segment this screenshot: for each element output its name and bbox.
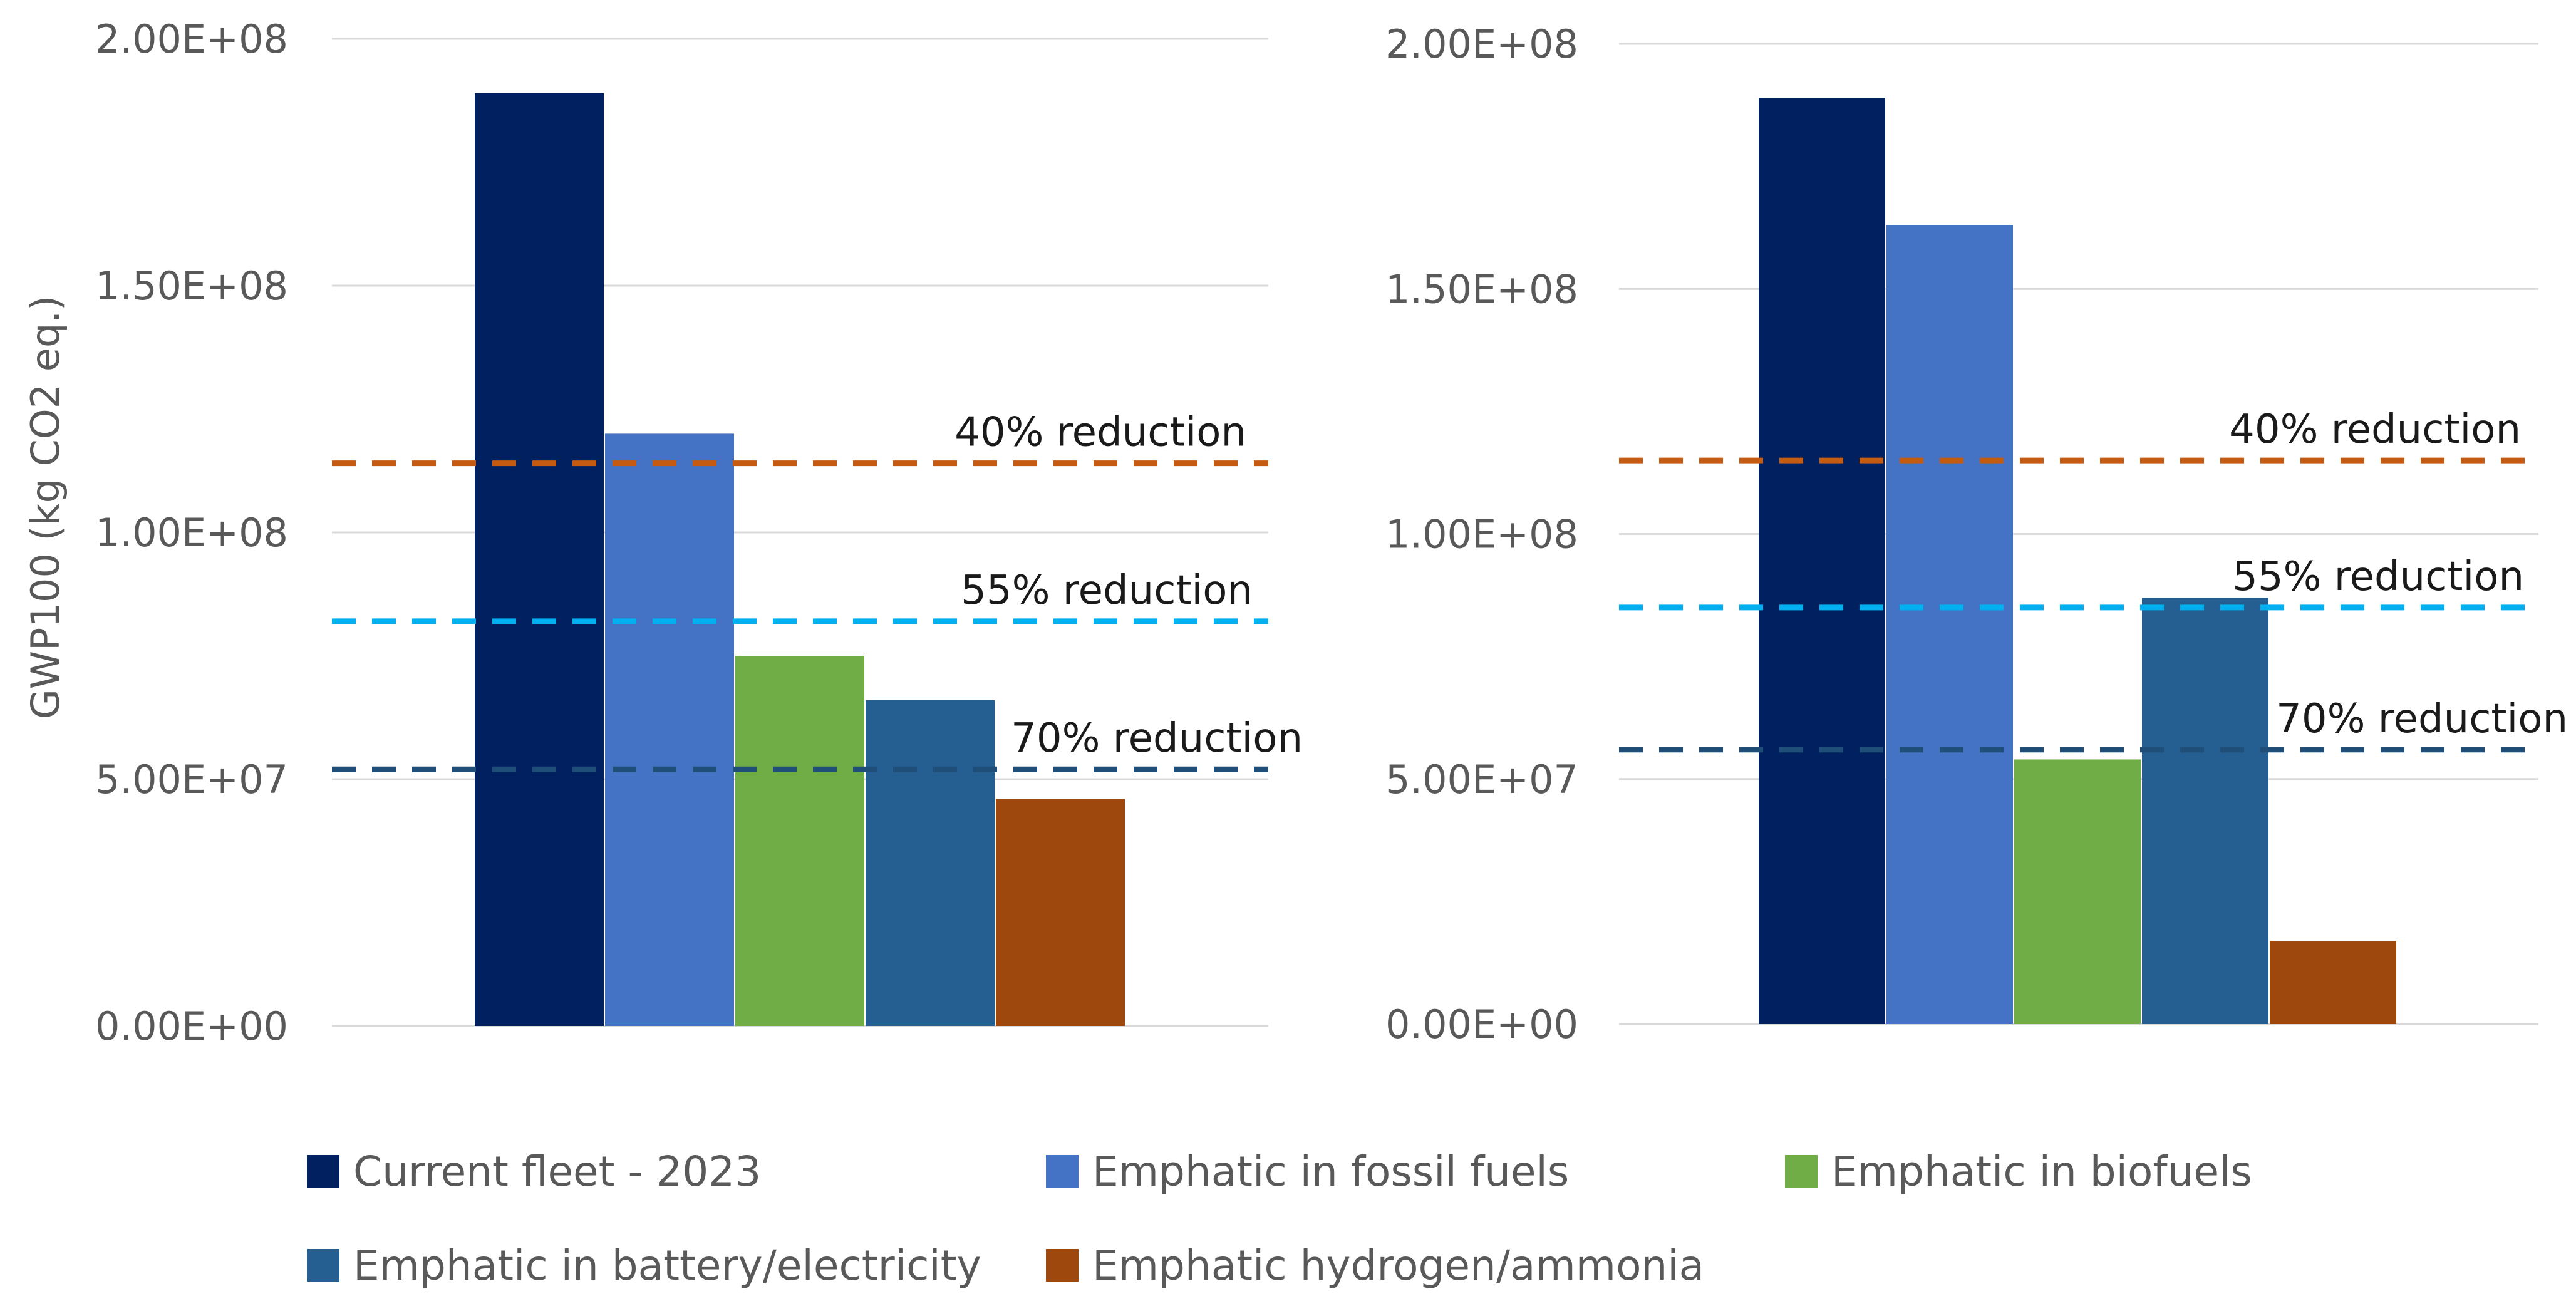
reference-label-40: 40% reduction [954,410,1246,456]
chart-panel-left: 0.00E+00 5.00E+07 1.00E+08 1.50E+08 2.00E+08… [23,16,1303,1049]
reference-label-55: 55% reduction [2232,554,2524,600]
bar-biofuels [2014,759,2141,1024]
reference-label-40: 40% reduction [2229,407,2521,453]
legend-label-battery-electricity: Emphatic in battery/electricity [353,1241,981,1290]
legend-item-battery-electricity: Emphatic in battery/electricity [307,1240,981,1290]
y-tick-label: 0.00E+00 [95,1003,288,1049]
y-tick-label: 1.00E+08 [1385,512,1578,557]
y-tick-label: 5.00E+07 [1385,757,1578,802]
legend-swatch-battery-electricity [307,1249,339,1282]
y-tick-label: 1.50E+08 [95,263,288,309]
bar-current-fleet [1759,98,1885,1025]
legend: Current fleet - 2023 Emphatic in fossil … [307,1146,2436,1290]
legend-item-biofuels: Emphatic in biofuels [1785,1146,2252,1196]
y-axis-title: GWP100 (kg CO2 eq.) [23,296,68,720]
y-tick-label: 2.00E+08 [95,16,288,62]
bar-fossil-fuels [605,433,734,1026]
reference-label-70: 70% reduction [1011,715,1303,762]
legend-item-hydrogen-ammonia: Emphatic hydrogen/ammonia [1046,1240,1704,1290]
bar-biofuels [735,656,864,1026]
y-tick-label: 2.00E+08 [1385,21,1578,67]
y-tick-label: 1.00E+08 [95,510,288,556]
y-tick-label: 5.00E+07 [95,757,288,802]
legend-label-fossil-fuels: Emphatic in fossil fuels [1092,1147,1570,1196]
legend-swatch-fossil-fuels [1046,1155,1079,1188]
reference-label-70: 70% reduction [2276,696,2568,742]
legend-item-fossil-fuels: Emphatic in fossil fuels [1046,1146,1569,1196]
legend-item-current-fleet: Current fleet - 2023 [307,1146,761,1196]
legend-swatch-hydrogen-ammonia [1046,1249,1079,1282]
legend-label-hydrogen-ammonia: Emphatic hydrogen/ammonia [1092,1241,1705,1290]
y-tick-label: 0.00E+00 [1385,1002,1578,1047]
legend-label-biofuels: Emphatic in biofuels [1831,1147,2252,1196]
bar-hydrogen-ammonia [2270,940,2396,1024]
bar-battery-electricity [866,700,995,1026]
bar-current-fleet [475,93,604,1027]
legend-swatch-current-fleet [307,1155,339,1188]
legend-label-current-fleet: Current fleet - 2023 [353,1147,762,1196]
bar-hydrogen-ammonia [996,799,1125,1026]
chart-area: 0.00E+00 5.00E+07 1.00E+08 1.50E+08 2.00E+08… [23,16,2568,1049]
bar-battery-electricity [2142,598,2268,1024]
legend-swatch-biofuels [1785,1155,1818,1188]
bar-fossil-fuels [1886,225,2013,1024]
y-tick-label: 1.50E+08 [1385,266,1578,312]
chart-panel-right: 0.00E+00 5.00E+07 1.00E+08 1.50E+08 2.00E+08… [1385,21,2568,1047]
reference-label-55: 55% reduction [961,567,1253,614]
